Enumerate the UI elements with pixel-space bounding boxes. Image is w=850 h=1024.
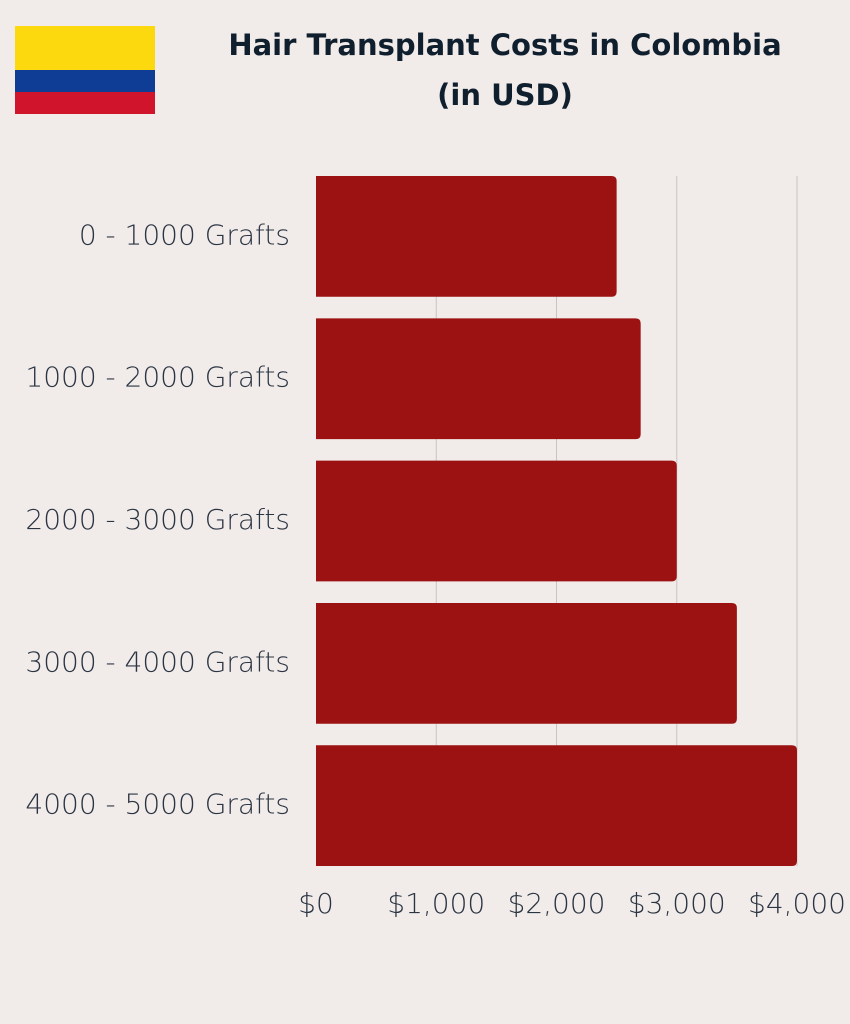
x-tick-label: $1,000	[387, 887, 485, 920]
y-tick-label: 3000 - 4000 Grafts	[25, 645, 290, 678]
bar	[316, 745, 797, 866]
y-tick-label: 4000 - 5000 Grafts	[25, 788, 290, 821]
x-tick-label: $4,000	[748, 887, 846, 920]
chart-subtitle: (in USD)	[437, 78, 573, 112]
bar	[316, 318, 641, 440]
bar	[316, 176, 617, 297]
flag-red	[15, 92, 155, 114]
flag	[15, 26, 155, 114]
y-tick-label: 1000 - 2000 Grafts	[25, 361, 290, 394]
x-tick-label: $2,000	[508, 887, 606, 920]
x-tick-label: $0	[298, 887, 334, 920]
x-tick-label: $3,000	[628, 887, 726, 920]
y-tick-label: 0 - 1000 Grafts	[79, 218, 290, 251]
chart-title: Hair Transplant Costs in Colombia	[228, 28, 781, 62]
flag-yellow	[15, 26, 155, 70]
flag-blue	[15, 70, 155, 92]
bar	[316, 460, 677, 582]
bar	[316, 602, 737, 724]
y-tick-label: 2000 - 3000 Grafts	[25, 503, 290, 536]
